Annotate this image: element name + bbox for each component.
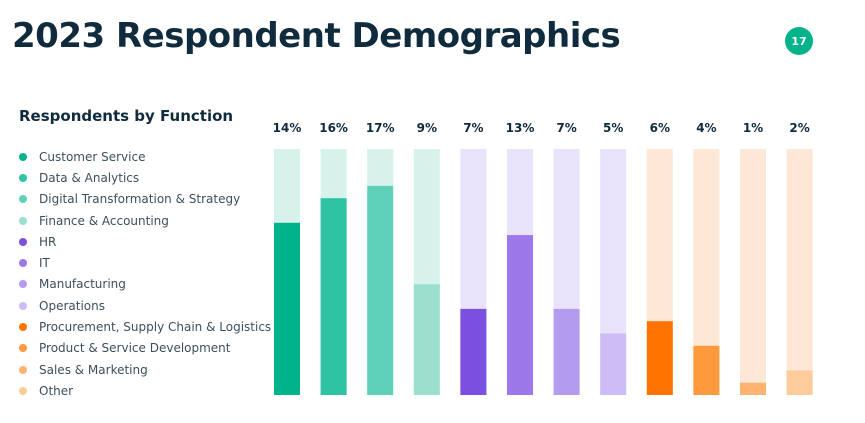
legend-item: Manufacturing xyxy=(19,274,271,295)
legend-item: Operations xyxy=(19,295,271,316)
legend-swatch xyxy=(19,280,27,289)
legend-swatch xyxy=(19,152,27,161)
legend-swatch xyxy=(19,173,27,182)
page-number-badge: 17 xyxy=(785,27,813,55)
bar-value-label: 9% xyxy=(417,121,437,135)
legend-item: HR xyxy=(19,231,271,252)
legend-item: Product & Service Development xyxy=(19,338,271,359)
legend-swatch xyxy=(19,323,27,332)
legend-item: Customer Service xyxy=(19,146,271,167)
legend-label: Manufacturing xyxy=(39,277,126,292)
legend-label: Operations xyxy=(39,298,105,313)
bar-value-label: 1% xyxy=(743,121,763,135)
legend-label: Customer Service xyxy=(39,149,146,164)
bar-value-label: 14% xyxy=(273,121,302,135)
legend-swatch xyxy=(19,195,27,204)
bar xyxy=(274,222,300,395)
bar-track xyxy=(786,149,813,395)
legend-label: HR xyxy=(39,234,57,249)
legend-item: Other xyxy=(19,380,271,401)
legend-swatch xyxy=(19,259,27,268)
legend-item: Finance & Accounting xyxy=(19,210,271,231)
bar xyxy=(553,308,580,395)
bar-value-label: 17% xyxy=(366,121,395,135)
legend-item: IT xyxy=(19,252,271,273)
bar-value-label: 5% xyxy=(603,121,623,135)
legend-item: Procurement, Supply Chain & Logistics xyxy=(19,316,271,337)
bar-track xyxy=(740,149,766,395)
legend-label: Sales & Marketing xyxy=(39,362,148,377)
legend-label: Digital Transformation & Strategy xyxy=(39,192,241,207)
bar xyxy=(693,345,720,395)
legend-label: IT xyxy=(39,256,50,271)
legend-swatch xyxy=(19,216,27,225)
bar-value-label: 16% xyxy=(319,121,348,135)
bar xyxy=(367,185,394,395)
bar xyxy=(413,284,440,395)
bar-value-label: 4% xyxy=(696,121,716,135)
bar xyxy=(460,308,487,395)
legend-label: Data & Analytics xyxy=(39,170,140,185)
page-title: 2023 Respondent Demographics xyxy=(12,16,621,56)
bar xyxy=(600,333,627,395)
legend-item: Data & Analytics xyxy=(19,167,271,188)
bar xyxy=(740,382,766,395)
legend-item: Sales & Marketing xyxy=(19,359,271,380)
legend-label: Procurement, Supply Chain & Logistics xyxy=(39,320,272,335)
legend-swatch xyxy=(19,344,27,353)
bar xyxy=(320,198,347,395)
bar-value-label: 7% xyxy=(556,121,576,135)
legend-label: Finance & Accounting xyxy=(39,213,169,228)
legend-label: Product & Service Development xyxy=(39,341,231,356)
chart-legend: Customer Service Data & Analytics Digital … xyxy=(19,146,271,402)
bar xyxy=(786,370,813,395)
legend-swatch xyxy=(19,237,27,246)
legend-swatch xyxy=(19,386,27,395)
legend-swatch xyxy=(19,365,27,374)
legend-label: Other xyxy=(39,383,74,398)
bar-value-label: 6% xyxy=(650,121,670,135)
bar-value-label: 7% xyxy=(463,121,483,135)
legend-item: Digital Transformation & Strategy xyxy=(19,189,271,210)
bar xyxy=(646,321,673,395)
bar xyxy=(507,235,533,395)
legend-swatch xyxy=(19,301,27,310)
bar-value-label: 13% xyxy=(506,121,535,135)
chart-title: Respondents by Function xyxy=(19,107,234,125)
bar-value-label: 2% xyxy=(789,121,809,135)
